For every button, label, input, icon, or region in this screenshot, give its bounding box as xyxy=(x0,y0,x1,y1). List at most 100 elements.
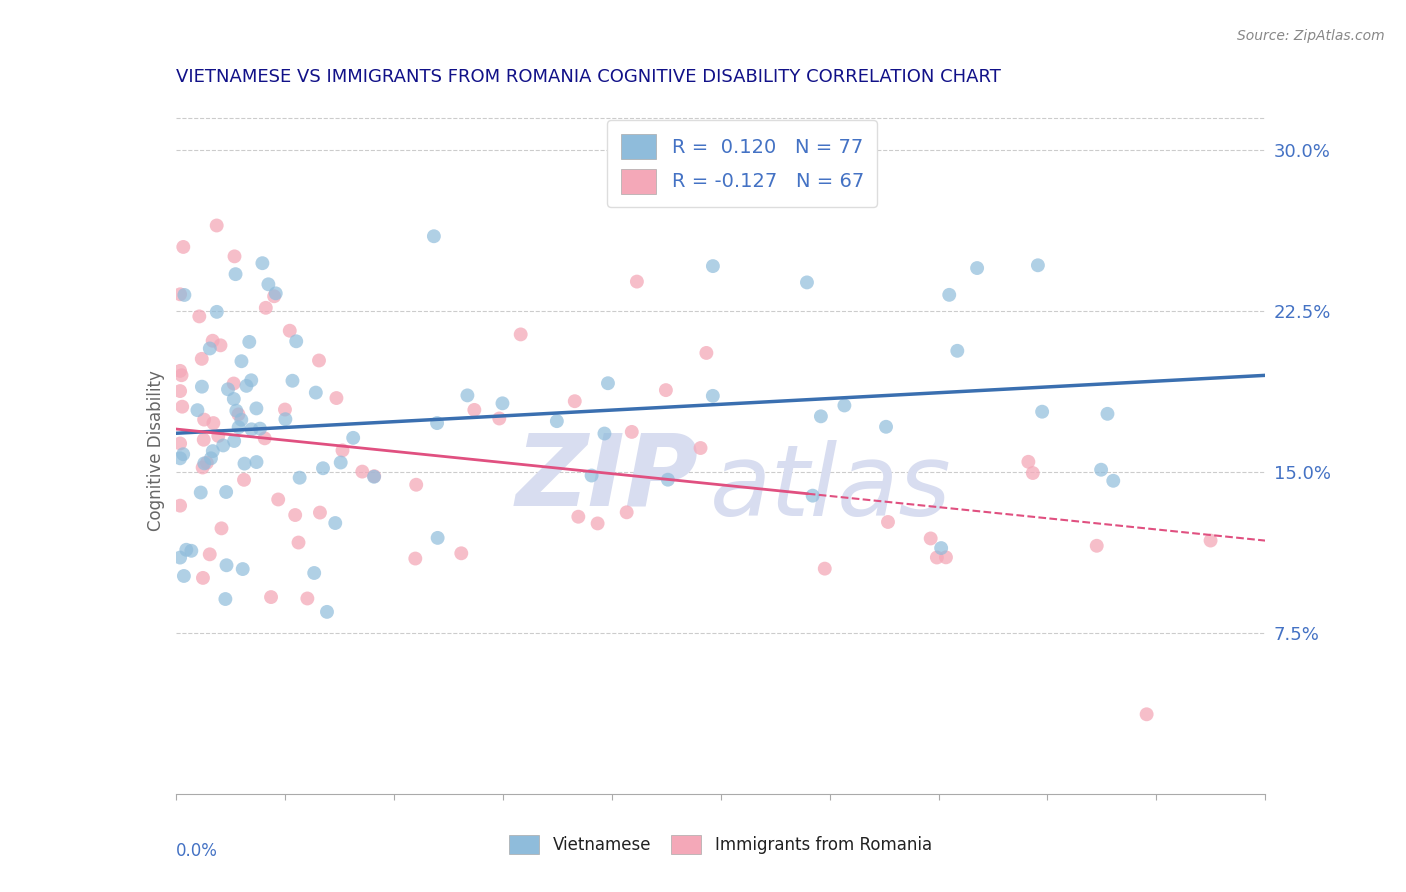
Point xyxy=(249,422,271,436)
Point xyxy=(1022,466,1045,480)
Point xyxy=(245,455,267,469)
Point xyxy=(228,420,250,434)
Point xyxy=(814,561,837,575)
Point xyxy=(170,368,193,383)
Point xyxy=(186,403,208,417)
Point xyxy=(1026,258,1049,272)
Text: VIETNAMESE VS IMMIGRANTS FROM ROMANIA COGNITIVE DISABILITY CORRELATION CHART: VIETNAMESE VS IMMIGRANTS FROM ROMANIA CO… xyxy=(176,68,1001,86)
Point xyxy=(240,373,263,387)
Point xyxy=(198,547,221,561)
Point xyxy=(450,546,472,560)
Point xyxy=(209,338,232,352)
Point xyxy=(231,354,253,368)
Point xyxy=(946,343,969,358)
Point xyxy=(253,431,276,445)
Point xyxy=(285,334,308,349)
Point xyxy=(173,569,195,583)
Point xyxy=(278,324,301,338)
Point xyxy=(267,492,290,507)
Point xyxy=(1090,463,1112,477)
Point xyxy=(325,391,347,405)
Point xyxy=(172,240,194,254)
Point xyxy=(260,590,283,604)
Point xyxy=(191,460,214,475)
Point xyxy=(564,394,586,409)
Point xyxy=(463,403,485,417)
Point xyxy=(1017,455,1039,469)
Point xyxy=(263,289,285,303)
Point xyxy=(169,287,191,301)
Point xyxy=(655,383,678,397)
Point xyxy=(1102,474,1125,488)
Point xyxy=(352,465,374,479)
Point xyxy=(172,447,194,461)
Point xyxy=(274,412,297,426)
Point xyxy=(191,571,214,585)
Point xyxy=(169,499,191,513)
Point xyxy=(264,286,287,301)
Text: 0.0%: 0.0% xyxy=(176,842,218,860)
Point xyxy=(222,376,245,391)
Point xyxy=(198,342,221,356)
Point xyxy=(323,516,346,530)
Point xyxy=(925,550,948,565)
Point xyxy=(966,261,988,276)
Point xyxy=(240,422,263,436)
Point xyxy=(363,469,385,483)
Point xyxy=(297,591,319,606)
Point xyxy=(302,566,325,580)
Point xyxy=(309,506,332,520)
Point xyxy=(1085,539,1108,553)
Point xyxy=(217,382,239,396)
Point xyxy=(810,409,832,424)
Point xyxy=(201,334,224,348)
Point xyxy=(596,376,619,391)
Point xyxy=(176,542,198,557)
Y-axis label: Cognitive Disability: Cognitive Disability xyxy=(146,370,165,531)
Point xyxy=(281,374,304,388)
Point xyxy=(801,489,824,503)
Point xyxy=(423,229,446,244)
Point xyxy=(456,388,478,402)
Point xyxy=(581,468,603,483)
Point xyxy=(342,431,364,445)
Point xyxy=(316,605,339,619)
Point xyxy=(215,485,238,500)
Text: atlas: atlas xyxy=(710,440,952,537)
Point xyxy=(193,456,215,470)
Point xyxy=(567,509,589,524)
Point xyxy=(238,334,260,349)
Point xyxy=(657,473,679,487)
Point xyxy=(935,550,957,565)
Point xyxy=(920,532,942,546)
Text: Source: ZipAtlas.com: Source: ZipAtlas.com xyxy=(1237,29,1385,43)
Point xyxy=(225,403,247,417)
Point xyxy=(616,505,638,519)
Point xyxy=(257,277,280,292)
Point xyxy=(225,267,247,281)
Point xyxy=(233,473,256,487)
Point xyxy=(254,301,277,315)
Point xyxy=(509,327,531,342)
Point xyxy=(875,419,897,434)
Point xyxy=(214,592,236,607)
Point xyxy=(488,411,510,425)
Point xyxy=(796,276,818,290)
Point xyxy=(169,436,191,450)
Point xyxy=(312,461,335,475)
Point xyxy=(172,400,194,414)
Point xyxy=(308,353,330,368)
Point xyxy=(245,401,267,416)
Point xyxy=(586,516,609,531)
Point xyxy=(195,456,218,470)
Point xyxy=(288,471,311,485)
Point xyxy=(626,275,648,289)
Point xyxy=(215,558,238,573)
Point xyxy=(169,364,191,378)
Point xyxy=(287,535,309,549)
Point xyxy=(232,562,254,576)
Point xyxy=(233,457,256,471)
Point xyxy=(274,402,297,417)
Point xyxy=(702,389,724,403)
Point xyxy=(1136,707,1159,722)
